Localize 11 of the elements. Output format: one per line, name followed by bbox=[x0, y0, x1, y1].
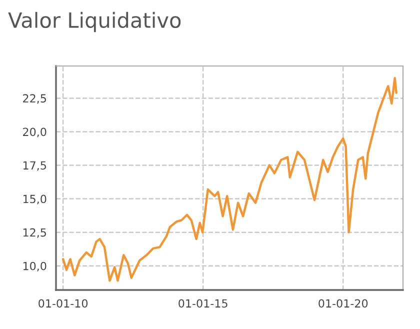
y-tick-label: 17,5 bbox=[23, 161, 46, 171]
y-tick-label: 22,5 bbox=[23, 94, 46, 104]
y-tick-label: 20,0 bbox=[23, 128, 46, 138]
x-tick-label: 01-01-10 bbox=[38, 299, 88, 308]
chart-title: Valor Liquidativo bbox=[8, 12, 181, 32]
y-tick-label: 10,0 bbox=[23, 262, 46, 272]
x-tick-label: 01-01-20 bbox=[318, 299, 368, 308]
y-tick-label: 12,5 bbox=[23, 228, 46, 238]
line-series bbox=[62, 76, 398, 282]
x-tick-label: 01-01-15 bbox=[178, 299, 228, 308]
y-tick-label: 15,0 bbox=[23, 194, 46, 204]
